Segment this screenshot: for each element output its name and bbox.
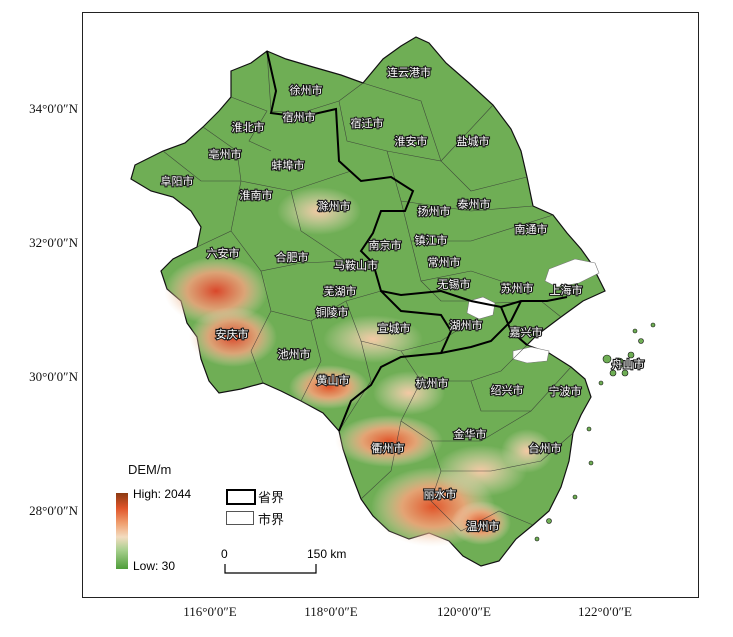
city-label: 嘉兴市 (510, 325, 543, 339)
y-tick-32n: 32°0′0″N (29, 235, 78, 250)
yangtze-estuary (544, 258, 600, 288)
city-label: 淮北市 (232, 120, 265, 134)
y-tick-28n: 28°0′0″N (29, 503, 78, 518)
city-boundary-key (226, 511, 254, 525)
city-label: 衢州市 (372, 441, 405, 455)
city-label: 宣城市 (378, 321, 411, 335)
scale-start-label: 0 (221, 547, 228, 561)
y-tick-30n: 30°0′0″N (29, 369, 78, 384)
city-label: 徐州市 (290, 83, 323, 97)
scale-end-label: 150 km (307, 547, 347, 561)
city-label: 台州市 (529, 441, 562, 455)
city-label: 苏州市 (501, 281, 534, 295)
city-label: 舟山市 (612, 357, 645, 371)
city-label: 马鞍山市 (334, 258, 378, 272)
x-tick-116e: 116°0′0″E (183, 604, 237, 619)
y-tick-34n: 34°0′0″N (29, 101, 78, 116)
city-label: 合肥市 (276, 250, 309, 264)
zhoushan-islands (534, 322, 656, 542)
city-label: 亳州市 (209, 147, 242, 161)
city-label: 泰州市 (458, 197, 491, 211)
city-boundaries (162, 50, 574, 532)
city-label: 阜阳市 (161, 174, 194, 188)
city-label: 宿迁市 (351, 116, 384, 130)
x-tick-122e: 122°0′0″E (578, 604, 632, 619)
city-label: 扬州市 (418, 204, 451, 218)
city-label: 宁波市 (549, 384, 582, 398)
city-label: 安庆市 (216, 327, 249, 341)
city-label: 淮南市 (240, 188, 273, 202)
city-label: 镇江市 (415, 233, 448, 247)
province-boundary-key (226, 489, 256, 505)
city-label: 上海市 (550, 283, 583, 297)
scale-bar (224, 564, 317, 574)
city-label: 丽水市 (424, 487, 457, 501)
city-boundary-label: 市界 (258, 513, 285, 528)
city-label: 湖州市 (450, 318, 483, 332)
city-label: 铜陵市 (316, 305, 349, 319)
city-label: 绍兴市 (491, 383, 524, 397)
city-label: 连云港市 (387, 65, 431, 79)
city-label: 无锡市 (438, 277, 471, 291)
city-label: 南京市 (369, 238, 402, 252)
city-label: 池州市 (278, 347, 311, 361)
city-label: 滁州市 (318, 199, 351, 213)
dem-high-label: High: 2044 (133, 487, 192, 501)
city-label: 蚌埠市 (272, 158, 305, 172)
dem-legend-title: DEM/m (128, 462, 172, 477)
x-tick-120e: 120°0′0″E (437, 604, 491, 619)
city-label: 宿州市 (283, 110, 316, 124)
city-label: 淮安市 (395, 134, 428, 148)
city-label: 温州市 (467, 519, 500, 533)
city-label: 金华市 (454, 427, 487, 441)
dem-low-label: Low: 30 (133, 559, 176, 573)
city-label: 南通市 (515, 222, 548, 236)
map-frame: 连云港市徐州市宿州市淮北市 宿迁市 淮安市 盐城市亳州市蚌埠市阜阳市淮南市滁州市 扬州市… (82, 12, 699, 598)
province-boundaries (266, 50, 568, 432)
x-tick-118e: 118°0′0″E (304, 604, 358, 619)
city-label: 常州市 (428, 255, 461, 269)
dem-color-ramp (116, 493, 128, 569)
terrain-shading (164, 187, 553, 547)
city-label: 杭州市 (416, 376, 449, 390)
city-label: 黄山市 (317, 373, 350, 387)
province-boundary-label: 省界 (258, 491, 285, 506)
city-label: 芜湖市 (324, 284, 357, 298)
city-label: 六安市 (207, 246, 240, 260)
land-area (130, 36, 606, 567)
city-label: 盐城市 (457, 134, 490, 148)
